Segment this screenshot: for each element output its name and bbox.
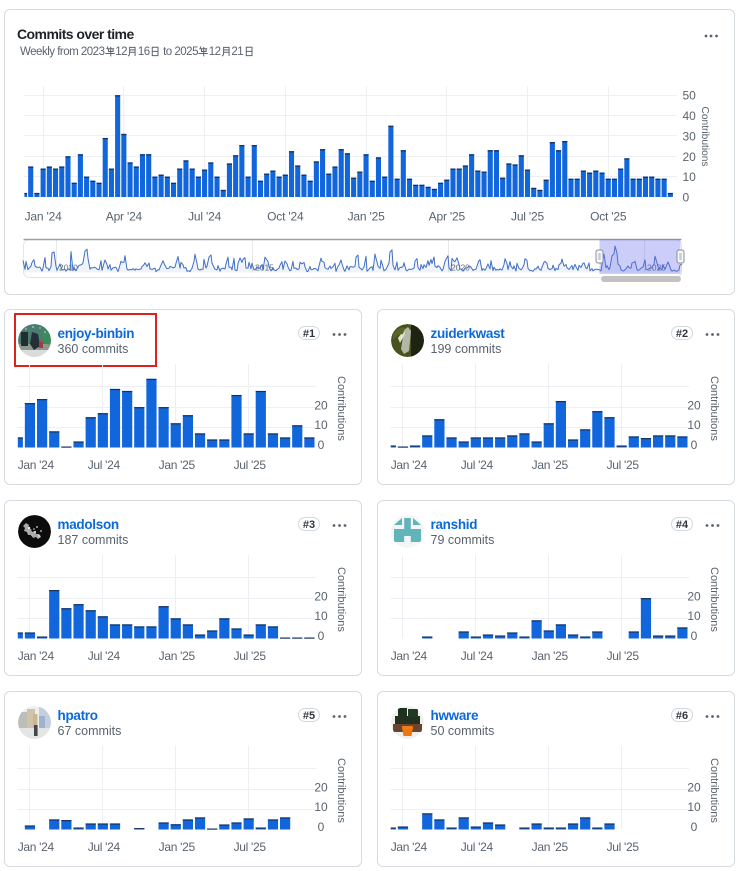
svg-text:Jan '25: Jan '25 — [159, 840, 196, 854]
svg-text:20: 20 — [687, 781, 701, 795]
svg-text:0: 0 — [318, 629, 325, 643]
svg-text:Jul '25: Jul '25 — [234, 840, 267, 854]
svg-text:50: 50 — [683, 89, 697, 103]
svg-text:Contributions: Contributions — [708, 567, 720, 632]
svg-text:Jul '25: Jul '25 — [234, 458, 267, 472]
svg-text:Jan '25: Jan '25 — [532, 458, 569, 472]
svg-text:20: 20 — [683, 150, 697, 164]
svg-text:Jul '25: Jul '25 — [234, 649, 267, 663]
svg-text:Jan '24: Jan '24 — [391, 649, 428, 663]
svg-text:Jan '25: Jan '25 — [159, 458, 196, 472]
svg-text:0: 0 — [318, 438, 325, 452]
svg-text:Jan '24: Jan '24 — [18, 840, 55, 854]
svg-text:20: 20 — [314, 399, 328, 413]
svg-text:Jan '25: Jan '25 — [532, 649, 569, 663]
svg-text:0: 0 — [318, 820, 325, 834]
svg-text:Jul '24: Jul '24 — [88, 649, 121, 663]
svg-text:Jan '24: Jan '24 — [391, 840, 428, 854]
svg-text:Jul '25: Jul '25 — [607, 649, 640, 663]
svg-text:Jan '24: Jan '24 — [18, 649, 55, 663]
svg-text:Jan '25: Jan '25 — [532, 840, 569, 854]
svg-text:30: 30 — [683, 129, 697, 143]
svg-text:2025: 2025 — [647, 263, 666, 273]
svg-text:Apr '25: Apr '25 — [429, 210, 466, 224]
svg-text:20: 20 — [314, 590, 328, 604]
svg-text:Oct '24: Oct '24 — [267, 210, 304, 224]
svg-text:Jan '24: Jan '24 — [391, 458, 428, 472]
svg-text:2010: 2010 — [59, 263, 78, 273]
svg-text:Jan '25: Jan '25 — [159, 649, 196, 663]
svg-text:Jul '24: Jul '24 — [88, 840, 121, 854]
svg-text:Jan '25: Jan '25 — [348, 210, 385, 224]
svg-text:Jul '24: Jul '24 — [461, 458, 494, 472]
svg-text:Jul '25: Jul '25 — [607, 458, 640, 472]
svg-text:20: 20 — [687, 399, 701, 413]
svg-text:2015: 2015 — [255, 263, 274, 273]
svg-text:10: 10 — [687, 418, 701, 432]
svg-text:0: 0 — [691, 820, 698, 834]
svg-text:Jul '24: Jul '24 — [88, 458, 121, 472]
svg-text:40: 40 — [683, 109, 697, 123]
svg-text:Jul '25: Jul '25 — [607, 840, 640, 854]
svg-text:0: 0 — [691, 629, 698, 643]
svg-text:Contributions: Contributions — [699, 107, 710, 167]
svg-text:Jul '24: Jul '24 — [461, 840, 494, 854]
svg-text:10: 10 — [314, 609, 328, 623]
svg-text:Jan '24: Jan '24 — [18, 458, 55, 472]
svg-text:10: 10 — [687, 609, 701, 623]
svg-text:10: 10 — [314, 800, 328, 814]
svg-text:0: 0 — [683, 191, 690, 205]
svg-text:2020: 2020 — [451, 263, 470, 273]
svg-text:10: 10 — [314, 418, 328, 432]
svg-text:Jan '24: Jan '24 — [25, 210, 62, 224]
svg-text:Jul '24: Jul '24 — [188, 210, 221, 224]
svg-text:Jul '24: Jul '24 — [461, 649, 494, 663]
svg-text:0: 0 — [691, 438, 698, 452]
svg-text:10: 10 — [683, 170, 697, 184]
svg-text:20: 20 — [687, 590, 701, 604]
svg-text:Contributions: Contributions — [335, 758, 347, 823]
svg-text:Contributions: Contributions — [335, 567, 347, 632]
svg-text:Apr '24: Apr '24 — [106, 210, 143, 224]
svg-text:10: 10 — [687, 800, 701, 814]
svg-text:20: 20 — [314, 781, 328, 795]
svg-text:Contributions: Contributions — [708, 376, 720, 441]
svg-text:Contributions: Contributions — [335, 376, 347, 441]
svg-text:Contributions: Contributions — [708, 758, 720, 823]
svg-text:Jul '25: Jul '25 — [511, 210, 544, 224]
svg-text:Oct '25: Oct '25 — [590, 210, 627, 224]
